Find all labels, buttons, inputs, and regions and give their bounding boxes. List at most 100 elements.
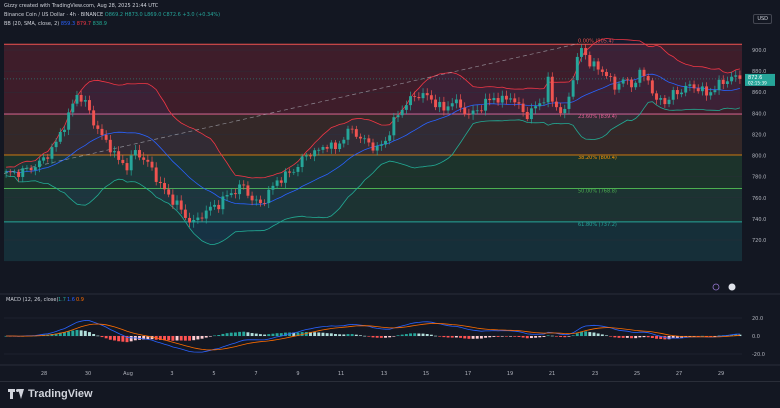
- candle-body: [150, 161, 154, 168]
- candle-body: [459, 99, 463, 108]
- macd-hist-bar: [709, 336, 713, 337]
- macd-hist-bar: [730, 334, 734, 336]
- candle-body: [142, 157, 146, 160]
- candle-body: [484, 98, 488, 111]
- candle-body: [600, 69, 604, 72]
- candle-body: [734, 75, 738, 77]
- candle-body: [417, 97, 421, 99]
- macd-hist-bar: [450, 336, 454, 338]
- macd-hist-bar: [300, 332, 304, 336]
- macd-hist-bar: [705, 336, 709, 337]
- candle-body: [438, 101, 442, 108]
- macd-hist-bar: [509, 336, 513, 337]
- macd-hist-bar: [188, 336, 192, 341]
- macd-hist-bar: [409, 333, 412, 336]
- candle-body: [304, 155, 308, 157]
- candle-body: [71, 103, 75, 113]
- price-tick-label: 860.0: [752, 90, 766, 96]
- macd-hist-bar: [588, 332, 592, 336]
- candle-body: [254, 199, 258, 201]
- macd-hist-bar: [392, 336, 396, 337]
- candle-body: [550, 76, 554, 102]
- time-tick-label: Aug: [123, 371, 133, 377]
- macd-hist-bar: [413, 333, 417, 336]
- last-price-badge: [745, 73, 775, 86]
- macd-hist-bar: [404, 334, 408, 336]
- macd-hist-bar: [559, 336, 563, 337]
- candle-body: [725, 81, 729, 84]
- macd-hist-bar: [288, 332, 292, 336]
- fib-zone: [4, 221, 742, 262]
- candle-body: [92, 110, 96, 126]
- macd-hist-bar: [204, 336, 208, 338]
- candle-body: [292, 171, 296, 173]
- symbol-line: Binance Coin / US Dollar · 4h · BINANCE …: [4, 12, 220, 19]
- time-tick-label: 19: [507, 371, 513, 377]
- macd-hist-bar: [104, 336, 108, 339]
- macd-hist-bar: [546, 335, 550, 336]
- macd-hist-bar: [580, 331, 583, 336]
- macd-hist-bar: [163, 336, 166, 341]
- macd-hist-bar: [129, 336, 133, 342]
- macd-hist-bar: [88, 332, 91, 336]
- macd-hist-bar: [688, 336, 692, 337]
- macd-hist-bar: [175, 336, 179, 341]
- macd-hist-bar: [467, 336, 471, 339]
- time-tick-label: 23: [592, 371, 598, 377]
- macd-hist-bar: [617, 336, 621, 338]
- ohlc-high: H873.0: [124, 12, 143, 18]
- candle-body: [738, 75, 742, 79]
- candle-body: [342, 139, 346, 144]
- candle-body: [463, 107, 467, 115]
- currency-label[interactable]: USD: [753, 14, 772, 24]
- bb-lower-value: 838.9: [92, 21, 107, 27]
- macd-hist-bar: [400, 334, 404, 336]
- candle-body: [592, 61, 596, 67]
- macd-hist-bar: [108, 336, 112, 340]
- candle-body: [613, 76, 617, 90]
- candle-body: [42, 157, 46, 161]
- candle-body: [279, 180, 283, 183]
- time-tick-label: 11: [338, 371, 344, 377]
- candle-body: [54, 141, 58, 148]
- macd-hist-bar: [250, 333, 254, 336]
- macd-hist-bar: [584, 331, 588, 336]
- candle-body: [509, 98, 513, 100]
- time-tick-label: 25: [634, 371, 640, 377]
- candle-body: [334, 142, 337, 150]
- time-tick-label: 3: [170, 371, 173, 377]
- time-tick-label: 15: [423, 371, 429, 377]
- candle-body: [263, 203, 267, 204]
- candle-body: [596, 61, 600, 70]
- macd-hist-bar: [213, 335, 217, 337]
- macd-hist-bar: [550, 335, 554, 337]
- macd-hist-bar: [634, 336, 638, 339]
- candle-body: [534, 106, 538, 109]
- candle-body: [83, 100, 87, 102]
- candle-body: [617, 83, 621, 90]
- macd-hist-bar: [192, 336, 196, 341]
- macd-hist-bar: [125, 336, 129, 343]
- macd-hist-bar: [254, 333, 258, 336]
- macd-value: 1.6: [67, 297, 75, 303]
- candle-body: [200, 217, 204, 219]
- macd-hist-bar: [363, 335, 367, 337]
- price-chart[interactable]: 0.00% (905.4) 23.60% (839.4) 38.20% (800.4…: [0, 0, 780, 381]
- alert-icon: [712, 283, 720, 291]
- candle-body: [650, 80, 654, 94]
- candle-body: [354, 129, 358, 137]
- price-tick-label: 740.0: [752, 217, 766, 223]
- candle-body: [584, 48, 588, 56]
- candle-body: [363, 138, 367, 140]
- ohlc-change: +3.0 (+0.34%): [182, 12, 221, 18]
- candle-body: [158, 181, 162, 184]
- macd-hist-bar: [459, 336, 463, 338]
- bb-label: BB (20, SMA, close, 2): [4, 21, 60, 27]
- macd-hist-bar: [421, 333, 425, 336]
- candle-body: [517, 102, 521, 104]
- candle-body: [542, 102, 546, 104]
- macd-hist-bar: [79, 330, 83, 336]
- time-tick-label: 17: [465, 371, 471, 377]
- candle-body: [88, 100, 91, 111]
- candle-body: [538, 103, 542, 107]
